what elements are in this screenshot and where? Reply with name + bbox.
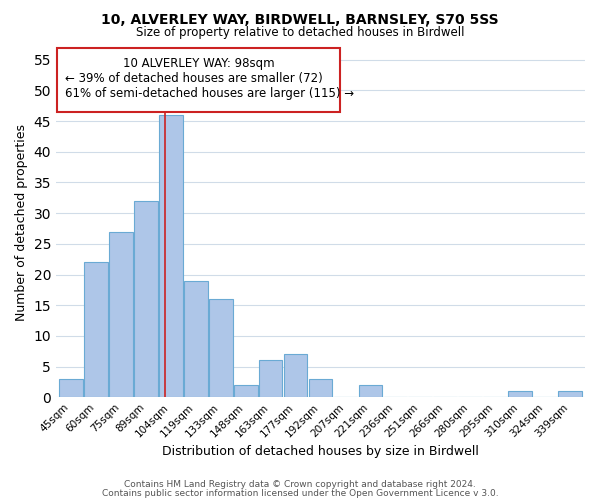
Bar	[109, 232, 133, 397]
Text: ← 39% of detached houses are smaller (72): ← 39% of detached houses are smaller (72…	[65, 72, 323, 85]
Text: 10 ALVERLEY WAY: 98sqm: 10 ALVERLEY WAY: 98sqm	[123, 56, 275, 70]
Bar	[308, 379, 332, 397]
Bar	[284, 354, 307, 397]
Bar	[234, 385, 257, 397]
Bar	[359, 385, 382, 397]
Bar	[209, 299, 233, 397]
Bar	[134, 201, 158, 397]
X-axis label: Distribution of detached houses by size in Birdwell: Distribution of detached houses by size …	[162, 444, 479, 458]
Text: 10, ALVERLEY WAY, BIRDWELL, BARNSLEY, S70 5SS: 10, ALVERLEY WAY, BIRDWELL, BARNSLEY, S7…	[101, 12, 499, 26]
Bar	[558, 391, 582, 397]
Bar	[59, 379, 83, 397]
Bar	[84, 262, 108, 397]
Bar	[184, 280, 208, 397]
Text: Contains public sector information licensed under the Open Government Licence v : Contains public sector information licen…	[101, 489, 499, 498]
Bar	[259, 360, 283, 397]
FancyBboxPatch shape	[57, 48, 340, 112]
Bar	[508, 391, 532, 397]
Y-axis label: Number of detached properties: Number of detached properties	[15, 124, 28, 321]
Text: 61% of semi-detached houses are larger (115) →: 61% of semi-detached houses are larger (…	[65, 88, 354, 101]
Text: Size of property relative to detached houses in Birdwell: Size of property relative to detached ho…	[136, 26, 464, 39]
Text: Contains HM Land Registry data © Crown copyright and database right 2024.: Contains HM Land Registry data © Crown c…	[124, 480, 476, 489]
Bar	[159, 115, 182, 397]
